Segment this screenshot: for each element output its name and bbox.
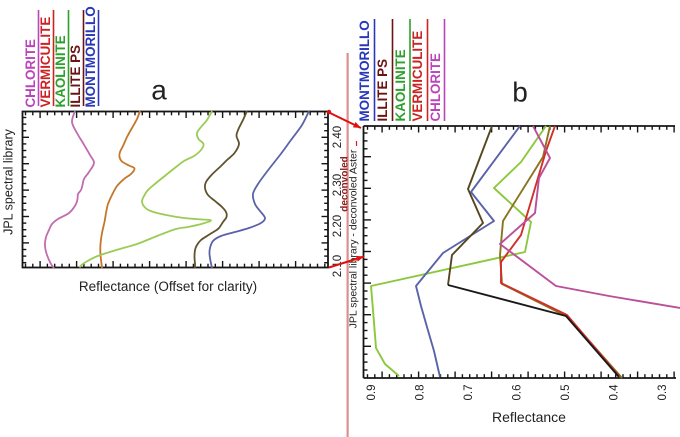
svg-text:a: a <box>151 75 167 106</box>
svg-text:b: b <box>512 77 528 108</box>
svg-text:Reflectance: Reflectance <box>492 409 566 425</box>
svg-text:0.5: 0.5 <box>560 385 572 401</box>
svg-text:MONTMORILLO: MONTMORILLO <box>357 20 372 121</box>
svg-text:KAOLINITE: KAOLINITE <box>53 35 68 107</box>
svg-text:0.7: 0.7 <box>463 385 475 401</box>
svg-text:KAOLINITE: KAOLINITE <box>393 49 408 121</box>
svg-text:0.6: 0.6 <box>512 385 524 401</box>
svg-text:CHLORITE: CHLORITE <box>428 53 443 122</box>
svg-text:VERMICULITE: VERMICULITE <box>410 31 425 122</box>
svg-text:0.8: 0.8 <box>415 385 427 401</box>
svg-text:deconvoled: deconvoled <box>340 156 351 212</box>
svg-text:ILLITE PS: ILLITE PS <box>68 45 83 108</box>
svg-text:CHLORITE: CHLORITE <box>23 39 38 108</box>
svg-text:JPL spectral library - deconvo: JPL spectral library - deconvoled Aster <box>348 149 360 328</box>
svg-text:0.4: 0.4 <box>609 384 621 401</box>
svg-text:2.20: 2.20 <box>332 215 344 237</box>
svg-text:2.40: 2.40 <box>332 126 344 148</box>
svg-text:Reflectance (Offset for clarit: Reflectance (Offset for clarity) <box>79 279 257 294</box>
svg-text:2.10: 2.10 <box>332 255 344 277</box>
svg-text:ILLITE PS: ILLITE PS <box>375 59 390 122</box>
svg-text:2.30: 2.30 <box>332 174 344 196</box>
svg-text:JPL spectral library: JPL spectral library <box>2 128 16 235</box>
svg-text:0.3: 0.3 <box>657 385 669 401</box>
svg-text:MONTMORILLO: MONTMORILLO <box>83 6 98 107</box>
svg-text:VERMICULITE: VERMICULITE <box>38 17 53 108</box>
svg-text:0.9: 0.9 <box>366 385 378 401</box>
